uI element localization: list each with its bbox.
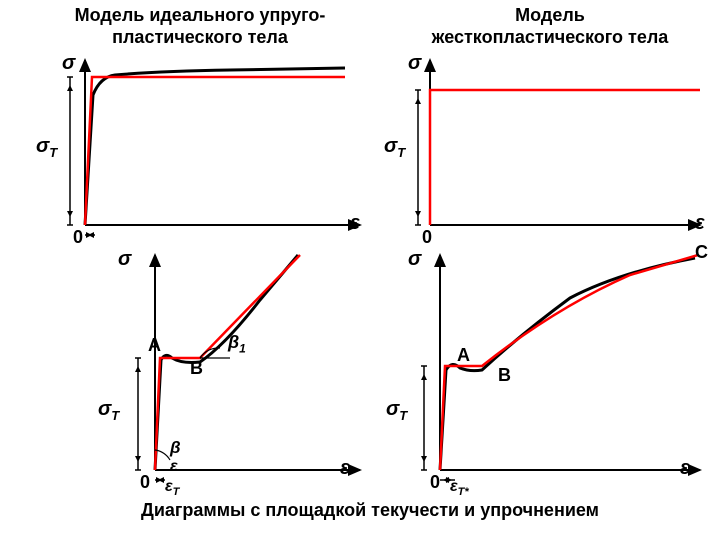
plot3-zero: 0 — [140, 472, 150, 493]
plot1-zero: 0 — [73, 227, 83, 248]
title-bottom: Диаграммы с площадкой текучести и упрочн… — [90, 500, 650, 522]
plot-2 — [410, 55, 710, 240]
plot3-sigmaT: σT — [98, 398, 119, 423]
plot3-beta: β — [170, 438, 181, 458]
plot3-B: B — [190, 358, 203, 379]
plot-4 — [410, 250, 710, 490]
plot4-epsTstar: εT* — [450, 478, 469, 498]
title-bottom-text: Диаграммы с площадкой текучести и упрочн… — [141, 500, 599, 520]
plot3-eps-small: ε — [170, 458, 178, 476]
plot4-A: A — [457, 345, 470, 366]
plot4-sigmaT: σT — [386, 398, 407, 423]
plot-3 — [120, 250, 370, 490]
plot3-epsilon: ε — [340, 457, 350, 480]
title-top-right: Модельжесткопластического тела — [400, 5, 700, 48]
plot-1 — [60, 55, 370, 240]
plot2-sigmaT: σT — [384, 135, 405, 160]
plot4-zero: 0 — [430, 472, 440, 493]
plot3-epsT: εT — [165, 478, 179, 498]
title-top-left: Модель идеального упруго-пластического т… — [40, 5, 360, 48]
plot1-epsilon: ε — [350, 212, 360, 235]
plot3-beta1: β1 — [228, 332, 246, 356]
title-top-left-text: Модель идеального упруго-пластического т… — [75, 5, 326, 47]
plot4-C: C — [695, 242, 708, 263]
plot1-sigmaT: σT — [36, 135, 57, 160]
plot3-A: A — [148, 335, 161, 356]
plot3-sigma: σ — [118, 248, 131, 271]
plot4-sigma: σ — [408, 248, 421, 271]
plot4-B: B — [498, 365, 511, 386]
title-top-right-text: Модельжесткопластического тела — [432, 5, 669, 47]
plot2-epsilon: ε — [695, 212, 705, 235]
page-root: Модель идеального упруго-пластического т… — [0, 0, 720, 540]
plot2-sigma: σ — [408, 52, 421, 75]
plot1-sigma: σ — [62, 52, 75, 75]
plot4-epsilon: ε — [680, 457, 690, 480]
plot2-zero: 0 — [422, 227, 432, 248]
